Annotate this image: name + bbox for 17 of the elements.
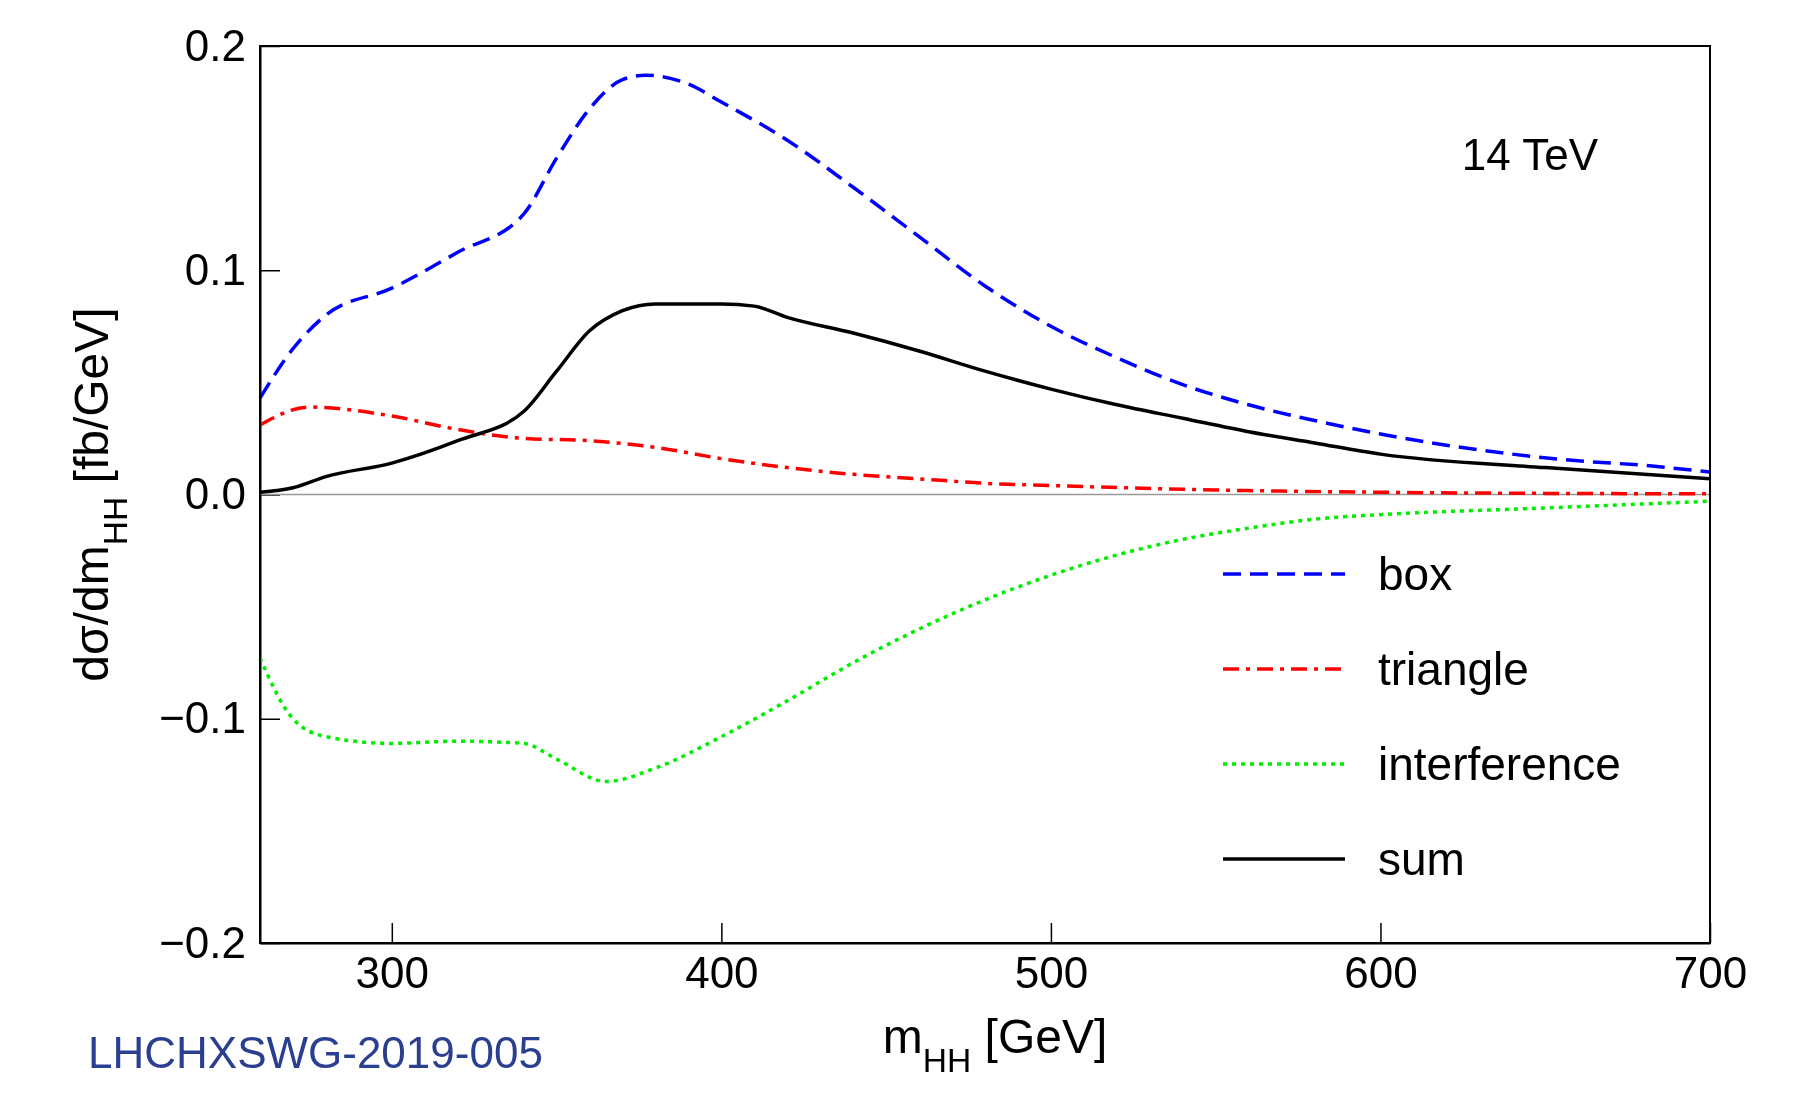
- y-tick-label: 0.1: [184, 244, 246, 294]
- x-tick-label: 700: [1673, 948, 1748, 998]
- y-tick-label: 0.0: [184, 469, 246, 519]
- x-tick-label: 300: [355, 948, 430, 998]
- y-tick-label: −0.2: [159, 917, 246, 967]
- annotation: 14 TeV: [1461, 130, 1599, 179]
- legend-label: interference: [1378, 738, 1621, 790]
- legend-label: box: [1378, 548, 1453, 600]
- x-axis-title: m$_{HH}$ [GeV]: [882, 1010, 1108, 1079]
- text: LHCHXSWG-2019-005: [88, 1028, 543, 1077]
- x-tick-label: 500: [1014, 948, 1089, 998]
- legend-label: sum: [1378, 833, 1465, 885]
- y-tick-label: −0.1: [159, 693, 246, 743]
- x-tick-label: 600: [1344, 948, 1418, 998]
- y-tick-label: 0.2: [184, 20, 246, 70]
- legend-label: triangle: [1378, 643, 1529, 695]
- x-tick-label: 400: [685, 948, 759, 998]
